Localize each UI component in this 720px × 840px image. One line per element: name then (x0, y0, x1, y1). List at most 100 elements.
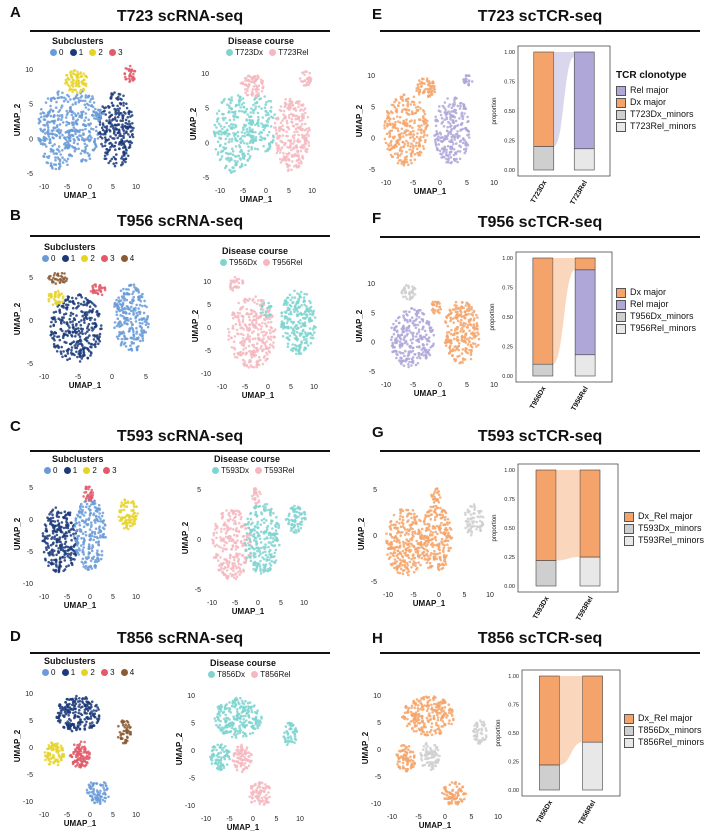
x-tick-label: T956Rel (570, 385, 590, 412)
bar-segment (574, 269, 596, 356)
x-tick-label: -10 (381, 180, 391, 187)
panel-letter: H (372, 630, 383, 647)
y-axis-label: UMAP_2 (13, 302, 22, 335)
x-tick-label: 5 (111, 184, 115, 191)
bar-segment (535, 469, 557, 561)
bar-segment (573, 51, 595, 150)
proportion-bar-chart: 0.00 0.25 0.50 0.75 1.00 proportion T723Dx T723… (492, 45, 611, 206)
y-tick-label: -5 (27, 772, 33, 779)
chart-frame (517, 463, 619, 593)
umap-plot: -10 -5 0 5 10 -10 -5 0 5 10 UMAP_1 UMAP_2 (13, 691, 140, 828)
x-tick-label: 10 (132, 812, 140, 819)
x-tick-label: -10 (39, 184, 49, 191)
bar-segment (574, 354, 596, 377)
y-tick-label: 0 (197, 537, 201, 544)
y-axis-label: proportion (496, 719, 502, 746)
x-tick-label: 10 (132, 594, 140, 601)
x-tick-label: -5 (415, 814, 421, 821)
legend-title: Subclusters (44, 656, 96, 666)
bar-segment (579, 469, 601, 558)
y-tick-label: 10 (201, 71, 209, 78)
x-tick-label: -10 (387, 814, 397, 821)
y-tick-label: 10 (25, 691, 33, 698)
title-rule (380, 30, 700, 32)
alluvial-ribbon (552, 258, 576, 365)
y-tick-label: -10 (371, 801, 381, 808)
x-tick-label: -5 (226, 816, 232, 823)
panel-letter: A (10, 4, 21, 21)
x-tick-label: 5 (470, 814, 474, 821)
y-tick-label: 0.50 (504, 109, 515, 115)
x-tick-label: -10 (383, 592, 393, 599)
bar-segment (579, 556, 601, 587)
y-axis-label: UMAP_2 (181, 521, 190, 554)
x-axis-label: UMAP_1 (69, 381, 102, 390)
x-tick-label: -10 (39, 594, 49, 601)
x-tick-label: T593Dx (532, 595, 551, 620)
y-tick-label: 0.00 (504, 168, 515, 174)
panel-title: T593 scRNA-seq (116, 428, 244, 445)
x-tick-label: T856Dx (536, 799, 555, 824)
y-tick-label: 0 (29, 136, 33, 143)
y-axis-label: UMAP_2 (361, 731, 370, 764)
y-tick-label: -5 (27, 171, 33, 178)
x-axis-label: UMAP_1 (227, 823, 260, 832)
title-rule (30, 235, 330, 237)
y-axis-label: UMAP_2 (357, 517, 366, 550)
chart-frame (521, 669, 621, 797)
x-tick-label: 0 (438, 382, 442, 389)
y-tick-label: 5 (191, 721, 195, 728)
y-tick-label: -5 (369, 167, 375, 174)
y-tick-label: 0.25 (508, 760, 519, 766)
y-tick-label: -10 (23, 799, 33, 806)
y-tick-label: 10 (367, 73, 375, 80)
x-tick-label: 5 (111, 812, 115, 819)
course-legend: T956Dx T956Rel (216, 258, 303, 267)
y-tick-label: 0.00 (504, 584, 515, 590)
y-tick-label: 0.75 (508, 703, 519, 709)
x-tick-label: -10 (207, 600, 217, 607)
x-tick-label: 10 (486, 592, 494, 599)
x-tick-label: 0 (438, 180, 442, 187)
y-tick-label: 5 (373, 487, 377, 494)
y-tick-label: -5 (205, 348, 211, 355)
bar-segment (535, 560, 557, 587)
panel-letter: G (372, 424, 384, 441)
x-tick-label: 0 (443, 814, 447, 821)
y-tick-label: 5 (197, 487, 201, 494)
umap-plot: -10 -5 0 5 -5 0 5 UMAP_1 UMAP_2 (13, 271, 150, 390)
bar-segment (532, 257, 554, 365)
y-tick-label: 0.25 (504, 555, 515, 561)
y-tick-label: 0.00 (508, 788, 519, 794)
panel-title: T723 scTCR-seq (477, 8, 603, 25)
x-tick-label: -10 (39, 374, 49, 381)
panel-title: T956 scRNA-seq (116, 213, 244, 230)
title-rule (30, 450, 330, 452)
proportion-bar-chart: 0.00 0.25 0.50 0.75 1.00 proportion T956Dx T956… (490, 251, 613, 412)
y-tick-label: 0 (29, 318, 33, 325)
bar-segment (533, 51, 555, 147)
y-axis-label: UMAP_2 (191, 309, 200, 342)
y-tick-label: 0 (371, 340, 375, 347)
legend-title: TCR clonotype (616, 70, 687, 81)
x-tick-label: T723Dx (530, 179, 549, 204)
y-tick-label: -5 (371, 579, 377, 586)
cluster-legend: 0 1 2 3 4 (38, 254, 134, 263)
panel-letter: E (372, 6, 383, 23)
umap-plot: -10 -5 0 5 10 -5 0 5 10 UMAP_1 UMAP_2 (355, 73, 498, 196)
x-tick-label: -10 (217, 384, 227, 391)
y-tick-label: -5 (375, 774, 381, 781)
course-legend: T856Dx T856Rel (204, 670, 291, 679)
y-axis-label: proportion (490, 303, 496, 330)
y-tick-label: 0.75 (504, 80, 515, 86)
y-tick-label: 0.25 (504, 139, 515, 145)
panel-letter: D (10, 628, 21, 645)
x-tick-label: T723Rel (569, 179, 589, 206)
panel-letter: F (372, 210, 382, 227)
x-tick-label: -5 (410, 382, 416, 389)
x-axis-label: UMAP_1 (64, 601, 97, 610)
x-axis-label: UMAP_1 (64, 191, 97, 200)
x-tick-label: 0 (110, 374, 114, 381)
y-tick-label: 0.75 (502, 286, 513, 292)
